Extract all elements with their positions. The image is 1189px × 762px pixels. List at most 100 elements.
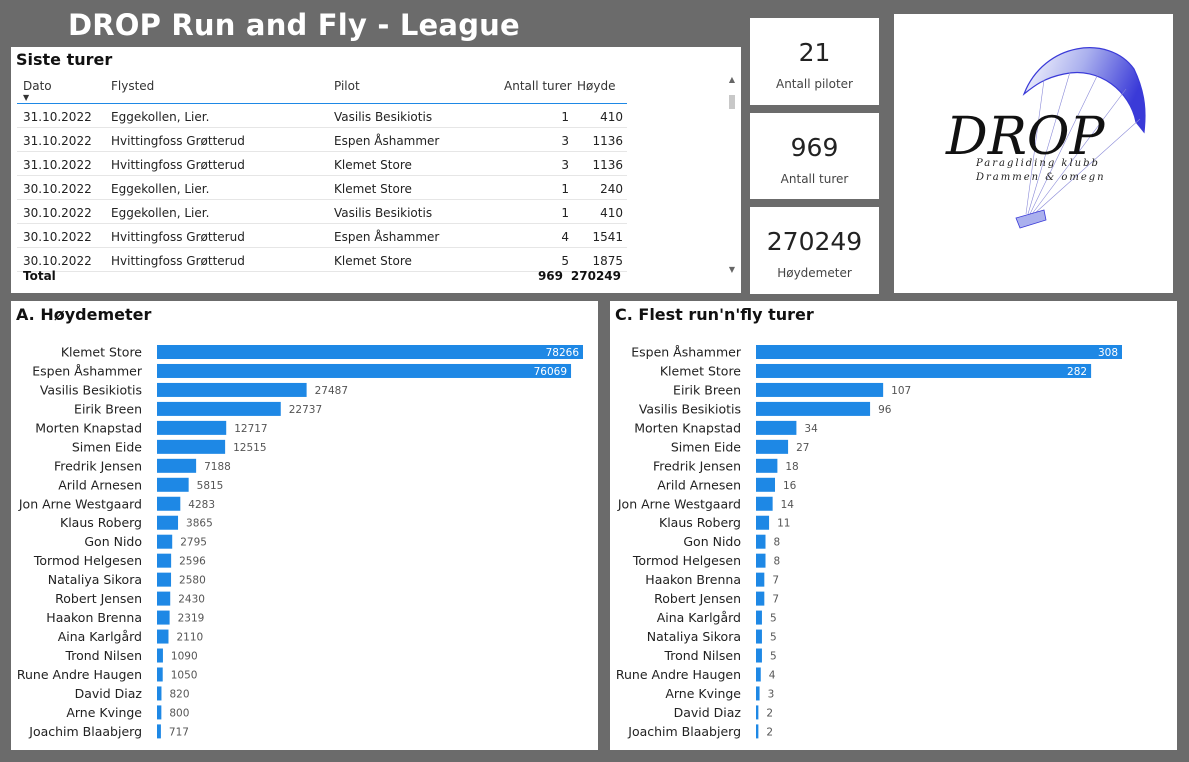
- category-label: Simen Eide: [72, 439, 142, 454]
- data-label: 2596: [179, 556, 206, 568]
- bar[interactable]: [756, 686, 760, 701]
- card-pilots-value: 21: [798, 38, 831, 67]
- chart-a-title: A. Høydemeter: [16, 305, 152, 324]
- table-row[interactable]: 30.10.2022 Eggekollen, Lier. Klemet Store 1…: [17, 176, 627, 200]
- bar[interactable]: [756, 439, 789, 454]
- bar[interactable]: [756, 724, 759, 739]
- bar[interactable]: [756, 667, 761, 682]
- bar[interactable]: [756, 553, 766, 568]
- bar[interactable]: [157, 496, 181, 511]
- bar[interactable]: [157, 705, 162, 720]
- table-row[interactable]: 30.10.2022 Eggekollen, Lier. Vasilis Besik…: [17, 200, 627, 224]
- bar[interactable]: [756, 572, 765, 587]
- data-label: 18: [785, 461, 798, 473]
- bar[interactable]: [157, 553, 172, 568]
- data-label: 3: [768, 688, 775, 700]
- sort-descending-icon[interactable]: ▼: [23, 93, 30, 102]
- bar[interactable]: [756, 401, 871, 416]
- data-label: 2110: [176, 632, 203, 644]
- cell-flysted: Eggekollen, Lier.: [111, 182, 210, 196]
- column-header-flysted[interactable]: Flysted: [111, 79, 155, 93]
- bar[interactable]: [157, 648, 163, 663]
- bar[interactable]: [157, 667, 163, 682]
- table-row[interactable]: 31.10.2022 Hvittingfoss Grøtterud Espen Ås…: [17, 128, 627, 152]
- bar[interactable]: [756, 591, 765, 606]
- data-label: 717: [169, 726, 189, 738]
- bar[interactable]: [756, 477, 776, 492]
- bar[interactable]: [157, 591, 171, 606]
- bar[interactable]: [756, 629, 762, 644]
- category-label: Espen Åshammer: [32, 363, 143, 378]
- bar[interactable]: [157, 534, 173, 549]
- category-label: Espen Åshammer: [631, 345, 742, 360]
- bar[interactable]: [157, 724, 161, 739]
- data-label: 22737: [289, 404, 322, 416]
- card-turer-label: Antall turer: [780, 172, 849, 186]
- category-label: Jon Arne Westgaard: [18, 496, 142, 511]
- data-label: 96: [878, 404, 892, 416]
- cell-hoyde: 1875: [592, 254, 623, 268]
- category-label: Eirik Breen: [673, 382, 741, 397]
- data-label: 2430: [178, 594, 205, 606]
- cell-antall-turer: 3: [561, 158, 569, 172]
- table-row[interactable]: 30.10.2022 Hvittingfoss Grøtterud Klemet S…: [17, 248, 627, 272]
- bar[interactable]: [157, 515, 179, 530]
- bar[interactable]: [157, 477, 189, 492]
- bar[interactable]: [157, 629, 169, 644]
- column-header-hoyde[interactable]: Høyde: [577, 79, 616, 93]
- table-row[interactable]: 31.10.2022 Eggekollen, Lier. Vasilis Besik…: [17, 104, 627, 128]
- data-label: 7: [772, 594, 779, 606]
- bar[interactable]: [157, 610, 170, 625]
- category-label: Tormod Helgesen: [632, 553, 741, 568]
- table-header: Dato ▼ Flysted Pilot Antall turer Høyde: [17, 71, 627, 104]
- table-scrollbar[interactable]: ▲ ▼: [727, 75, 737, 283]
- category-label: Trond Nilsen: [663, 648, 741, 663]
- bar[interactable]: [756, 496, 773, 511]
- category-label: Gon Nido: [683, 534, 741, 549]
- bar[interactable]: [756, 420, 797, 435]
- logo-panel: DROP Paragliding klubb Drammen & omegn: [894, 14, 1173, 293]
- bar[interactable]: [756, 515, 770, 530]
- bar[interactable]: [157, 458, 197, 473]
- column-header-pilot[interactable]: Pilot: [334, 79, 360, 93]
- data-label: 2319: [178, 613, 205, 625]
- category-label: Arne Kvinge: [665, 686, 741, 701]
- bar[interactable]: [756, 363, 1092, 378]
- bar[interactable]: [756, 382, 884, 397]
- bar[interactable]: [157, 363, 572, 378]
- bar[interactable]: [157, 686, 162, 701]
- cell-antall-turer: 1: [561, 182, 569, 196]
- category-label: Rune Andre Haugen: [616, 667, 741, 682]
- cell-pilot: Espen Åshammer: [334, 134, 440, 148]
- lines-icon: [1025, 71, 1141, 215]
- column-header-dato[interactable]: Dato: [23, 79, 52, 93]
- bar[interactable]: [756, 458, 778, 473]
- bar[interactable]: [157, 382, 307, 397]
- table-row[interactable]: 30.10.2022 Hvittingfoss Grøtterud Espen Ås…: [17, 224, 627, 248]
- bar[interactable]: [756, 345, 1122, 359]
- cell-antall-turer: 1: [561, 110, 569, 124]
- category-label: Morten Knapstad: [634, 420, 741, 435]
- category-label: Klemet Store: [660, 363, 741, 378]
- bar[interactable]: [157, 401, 281, 416]
- bar[interactable]: [157, 420, 227, 435]
- category-label: Jon Arne Westgaard: [617, 496, 741, 511]
- data-label: 1050: [171, 669, 198, 681]
- bar[interactable]: [756, 610, 762, 625]
- category-label: Arild Arnesen: [657, 477, 741, 492]
- cell-antall-turer: 3: [561, 134, 569, 148]
- bar[interactable]: [756, 705, 759, 720]
- column-header-antall-turer[interactable]: Antall turer: [504, 79, 572, 93]
- table-row[interactable]: 31.10.2022 Hvittingfoss Grøtterud Klemet S…: [17, 152, 627, 176]
- scroll-up-icon[interactable]: ▲: [728, 75, 736, 84]
- bar[interactable]: [756, 648, 762, 663]
- scroll-thumb[interactable]: [729, 95, 735, 109]
- cell-flysted: Hvittingfoss Grøtterud: [111, 230, 245, 244]
- bar[interactable]: [157, 439, 226, 454]
- data-label: 3865: [186, 518, 213, 530]
- bar[interactable]: [157, 572, 172, 587]
- bar[interactable]: [756, 534, 766, 549]
- cell-antall-turer: 1: [561, 206, 569, 220]
- bar[interactable]: [157, 345, 583, 359]
- scroll-down-icon[interactable]: ▼: [728, 265, 736, 274]
